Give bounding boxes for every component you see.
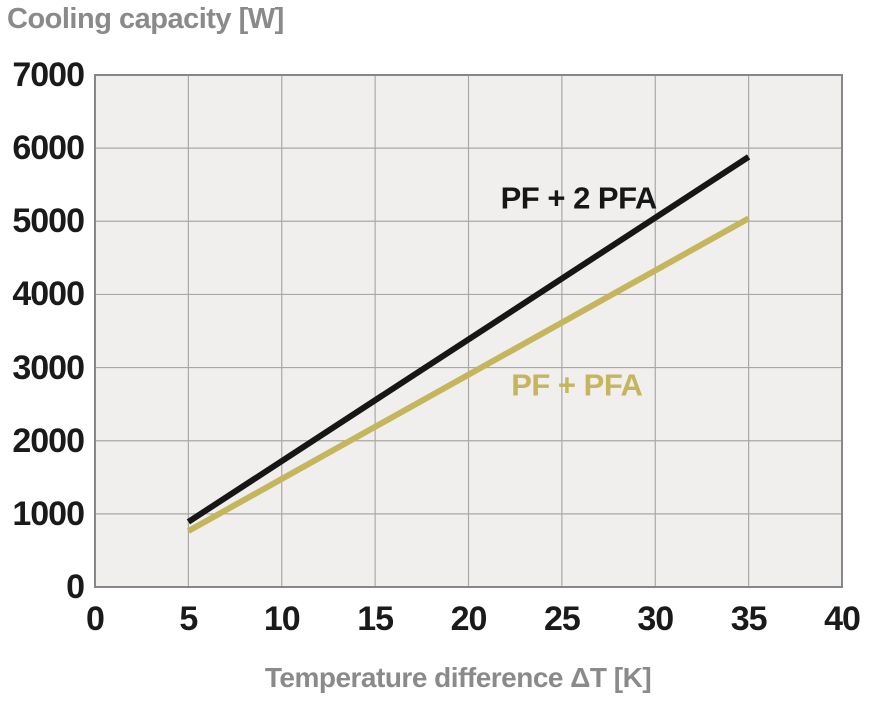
y-tick-label: 6000 — [12, 129, 85, 168]
x-tick-label: 40 — [824, 600, 861, 638]
x-tick-label: 15 — [357, 600, 394, 638]
y-tick-label: 3000 — [12, 348, 85, 387]
x-tick-label: 5 — [179, 600, 198, 638]
plot-border — [94, 74, 843, 588]
series-label: PF + PFA — [511, 367, 643, 403]
x-tick-label: 35 — [730, 600, 768, 638]
x-axis-label: Temperature difference ΔT [K] — [264, 662, 652, 693]
y-tick-label: 1000 — [12, 494, 85, 533]
x-tick-label: 10 — [263, 600, 301, 638]
series-line — [186, 154, 751, 525]
y-tick-label: 5000 — [12, 202, 85, 241]
chart-title: Cooling capacity [W] — [7, 3, 284, 35]
y-tick-label: 2000 — [12, 421, 85, 460]
y-tick-label: 0 — [66, 568, 85, 606]
x-tick-label: 30 — [637, 600, 674, 638]
series-line — [186, 215, 751, 534]
y-tick-label: 7000 — [12, 56, 85, 94]
x-tick-label: 25 — [543, 600, 581, 638]
y-tick-label: 4000 — [12, 275, 85, 314]
x-tick-label: 20 — [450, 600, 488, 638]
series-label: PF + 2 PFA — [500, 180, 658, 216]
x-tick-label: 0 — [86, 600, 105, 638]
